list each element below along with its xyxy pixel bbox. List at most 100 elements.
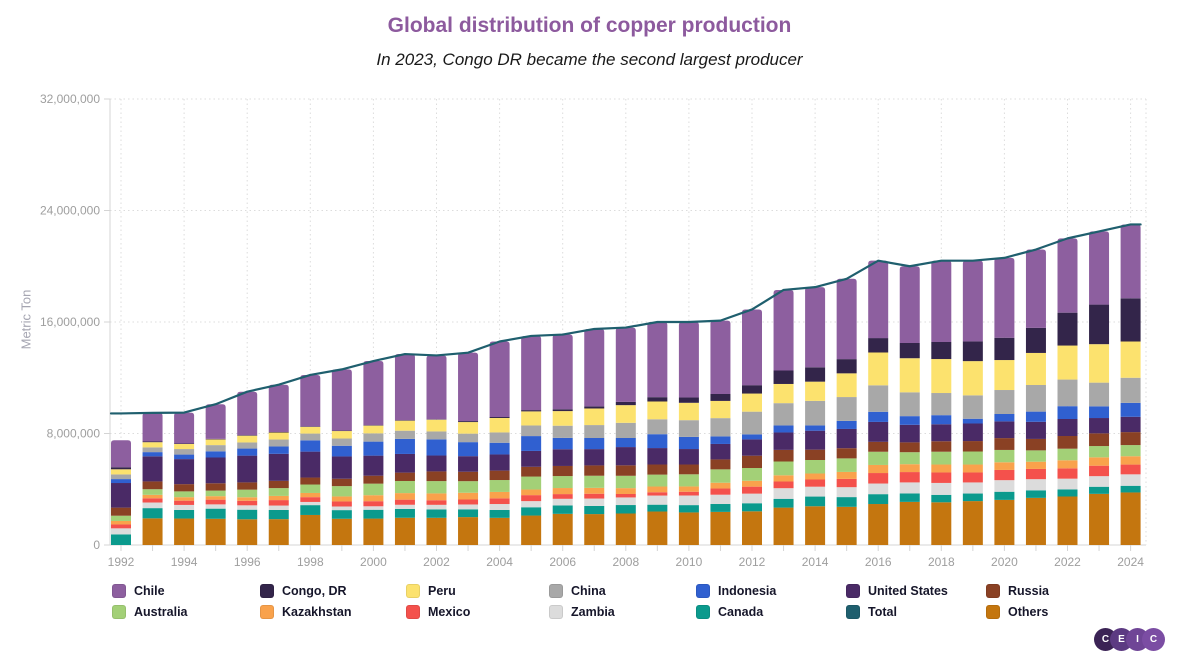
chile-segment[interactable] — [552, 334, 573, 410]
zambia-segment[interactable] — [174, 504, 195, 510]
others-segment[interactable] — [647, 511, 668, 545]
indonesia-segment[interactable] — [174, 454, 195, 460]
russia-segment[interactable] — [994, 438, 1015, 450]
others-segment[interactable] — [363, 518, 384, 545]
bar-stack-2012[interactable] — [742, 309, 762, 545]
mexico-segment[interactable] — [615, 493, 636, 498]
zambia-segment[interactable] — [962, 482, 983, 494]
zambia-segment[interactable] — [552, 498, 573, 506]
russia-segment[interactable] — [237, 482, 258, 490]
russia-segment[interactable] — [426, 471, 447, 482]
chile-segment[interactable] — [237, 391, 258, 436]
congo_dr-segment[interactable] — [647, 397, 668, 402]
russia-segment[interactable] — [458, 471, 479, 482]
zambia-segment[interactable] — [1057, 478, 1078, 490]
peru-segment[interactable] — [363, 425, 384, 434]
indonesia-segment[interactable] — [300, 440, 321, 452]
canada-segment[interactable] — [142, 508, 163, 519]
bar-stack-2003[interactable] — [458, 352, 479, 545]
mexico-segment[interactable] — [962, 472, 983, 483]
zambia-segment[interactable] — [773, 488, 794, 499]
zambia-segment[interactable] — [584, 498, 605, 506]
kazakhstan-segment[interactable] — [394, 493, 415, 500]
legend-item-united_states[interactable]: United States — [846, 584, 986, 598]
canada-segment[interactable] — [205, 508, 226, 519]
peru-segment[interactable] — [111, 469, 131, 475]
russia-segment[interactable] — [1089, 433, 1110, 447]
russia-segment[interactable] — [111, 507, 131, 516]
legend-item-chile[interactable]: Chile — [112, 584, 260, 598]
peru-segment[interactable] — [742, 393, 762, 412]
others-segment[interactable] — [742, 511, 762, 545]
united_states-segment[interactable] — [836, 428, 857, 449]
legend-item-indonesia[interactable]: Indonesia — [696, 584, 846, 598]
china-segment[interactable] — [300, 433, 321, 441]
canada-segment[interactable] — [394, 508, 415, 518]
congo_dr-segment[interactable] — [805, 367, 826, 382]
mexico-segment[interactable] — [899, 472, 920, 483]
canada-segment[interactable] — [268, 509, 289, 520]
mexico-segment[interactable] — [458, 499, 479, 505]
indonesia-segment[interactable] — [331, 445, 352, 457]
china-segment[interactable] — [742, 411, 762, 435]
china-segment[interactable] — [678, 420, 699, 437]
zambia-segment[interactable] — [426, 504, 447, 510]
zambia-segment[interactable] — [331, 506, 352, 511]
bar-stack-2009[interactable] — [647, 322, 668, 545]
russia-segment[interactable] — [899, 442, 920, 453]
china-segment[interactable] — [962, 395, 983, 419]
mexico-segment[interactable] — [394, 499, 415, 505]
australia-segment[interactable] — [678, 474, 699, 487]
russia-segment[interactable] — [868, 441, 889, 452]
chile-segment[interactable] — [142, 412, 163, 442]
bar-stack-1993[interactable] — [142, 412, 163, 545]
china-segment[interactable] — [647, 419, 668, 435]
congo_dr-segment[interactable] — [1025, 327, 1046, 353]
bar-stack-2005[interactable] — [521, 335, 542, 545]
australia-segment[interactable] — [584, 475, 605, 488]
united_states-segment[interactable] — [1057, 419, 1078, 437]
russia-segment[interactable] — [174, 484, 195, 492]
zambia-segment[interactable] — [521, 501, 542, 508]
indonesia-segment[interactable] — [647, 434, 668, 449]
indonesia-segment[interactable] — [836, 420, 857, 429]
russia-segment[interactable] — [331, 478, 352, 487]
united_states-segment[interactable] — [268, 453, 289, 481]
others-segment[interactable] — [426, 517, 447, 545]
chile-segment[interactable] — [1089, 231, 1110, 305]
canada-segment[interactable] — [1025, 490, 1046, 498]
others-segment[interactable] — [584, 514, 605, 545]
indonesia-segment[interactable] — [489, 442, 510, 455]
united_states-segment[interactable] — [584, 449, 605, 466]
others-segment[interactable] — [836, 506, 857, 545]
australia-segment[interactable] — [458, 481, 479, 493]
chile-segment[interactable] — [394, 354, 415, 421]
chile-segment[interactable] — [521, 335, 542, 411]
australia-segment[interactable] — [363, 483, 384, 496]
others-segment[interactable] — [773, 507, 794, 545]
peru-segment[interactable] — [1025, 352, 1046, 385]
kazakhstan-segment[interactable] — [552, 488, 573, 495]
congo_dr-segment[interactable] — [710, 393, 731, 401]
kazakhstan-segment[interactable] — [205, 496, 226, 500]
indonesia-segment[interactable] — [394, 438, 415, 454]
canada-segment[interactable] — [363, 509, 384, 519]
congo_dr-segment[interactable] — [142, 441, 163, 443]
others-segment[interactable] — [237, 519, 258, 545]
australia-segment[interactable] — [205, 490, 226, 497]
indonesia-segment[interactable] — [237, 448, 258, 456]
kazakhstan-segment[interactable] — [615, 488, 636, 494]
peru-segment[interactable] — [931, 359, 952, 394]
legend-item-total[interactable]: Total — [846, 605, 986, 619]
congo_dr-segment[interactable] — [615, 401, 636, 406]
australia-segment[interactable] — [1089, 446, 1110, 458]
bar-stack-2024[interactable] — [1120, 224, 1141, 545]
indonesia-segment[interactable] — [1025, 411, 1046, 422]
congo_dr-segment[interactable] — [994, 337, 1015, 361]
russia-segment[interactable] — [836, 448, 857, 459]
indonesia-segment[interactable] — [268, 446, 289, 454]
bar-stack-2019[interactable] — [962, 260, 983, 545]
china-segment[interactable] — [868, 385, 889, 412]
chile-segment[interactable] — [773, 289, 794, 371]
chile-segment[interactable] — [647, 322, 668, 398]
